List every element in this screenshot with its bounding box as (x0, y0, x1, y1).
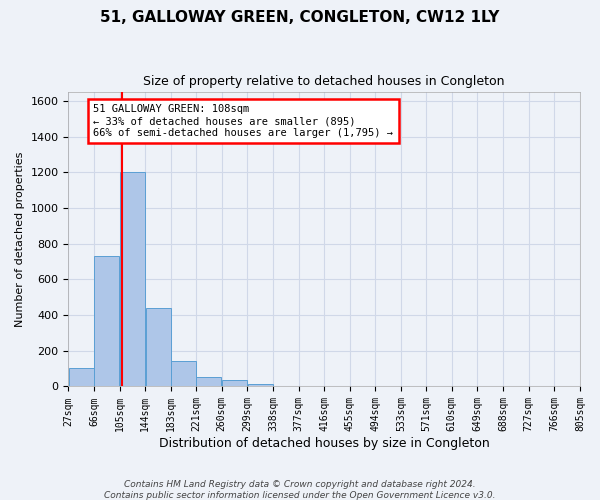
X-axis label: Distribution of detached houses by size in Congleton: Distribution of detached houses by size … (159, 437, 490, 450)
Title: Size of property relative to detached houses in Congleton: Size of property relative to detached ho… (143, 75, 505, 88)
Bar (196, 376, 221, 386)
Text: 51 GALLOWAY GREEN: 108sqm
← 33% of detached houses are smaller (895)
66% of semi: 51 GALLOWAY GREEN: 108sqm ← 33% of detac… (94, 104, 394, 138)
Text: 51, GALLOWAY GREEN, CONGLETON, CW12 1LY: 51, GALLOWAY GREEN, CONGLETON, CW12 1LY (100, 10, 500, 25)
Bar (248, 384, 272, 386)
Y-axis label: Number of detached properties: Number of detached properties (15, 152, 25, 327)
Text: Contains HM Land Registry data © Crown copyright and database right 2024.
Contai: Contains HM Land Registry data © Crown c… (104, 480, 496, 500)
Bar (222, 380, 247, 386)
Bar (146, 308, 171, 386)
Bar (68, 368, 94, 386)
Bar (120, 172, 145, 386)
Bar (94, 256, 119, 386)
Bar (171, 360, 196, 386)
